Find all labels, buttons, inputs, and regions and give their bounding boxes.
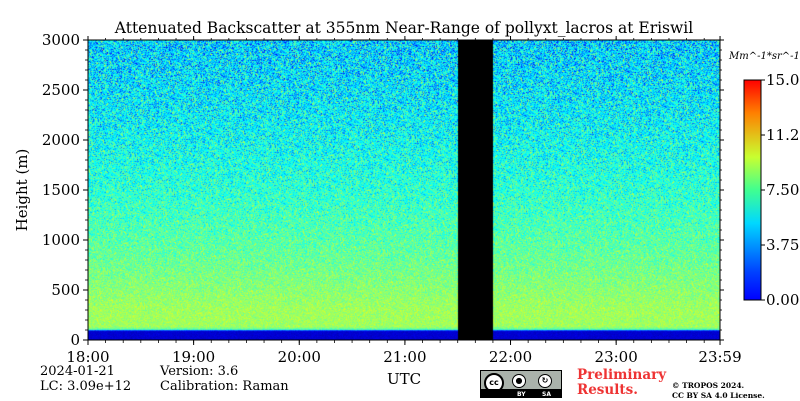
cc-badge-strip [481, 389, 561, 397]
lc-text: LC: 3.09e+12 [40, 379, 132, 394]
x-tick-label: 23:00 [595, 348, 638, 366]
y-tick-label: 0 [70, 331, 80, 349]
preliminary-note: Preliminary Results. [577, 368, 666, 398]
colorbar-unit-label: Mm^-1*sr^-1 [728, 51, 800, 62]
x-tick-label: 22:00 [489, 348, 532, 366]
colorbar-tick-label: 15.00 [766, 71, 800, 89]
results-text: Results. [577, 382, 638, 398]
x-axis-label: UTC [387, 370, 421, 388]
date-text: 2024-01-21 [40, 364, 115, 379]
colorbar-ticks: 0.00 3.75 7.50 11.25 15.00 [761, 71, 800, 309]
y-tick-label: 2000 [42, 131, 80, 149]
x-tick-label: 20:00 [278, 348, 321, 366]
y-tick-label: 3000 [42, 31, 80, 49]
colorbar-tick-label: 3.75 [766, 236, 799, 254]
by-icon: ● [512, 374, 526, 388]
y-tick-label: 1500 [42, 181, 80, 199]
cc-sa-label: SA [542, 391, 551, 398]
copyright-text: © TROPOS 2024. [672, 381, 745, 390]
license-text: CC BY SA 4.0 License. [672, 391, 765, 400]
version-text: Version: 3.6 [160, 364, 239, 379]
chart-title: Attenuated Backscatter at 355nm Near-Ran… [114, 19, 693, 37]
x-tick-label: 21:00 [383, 348, 426, 366]
y-axis-label: Height (m) [13, 149, 31, 232]
y-tick-label: 2500 [42, 81, 80, 99]
cc-icon: cc [484, 373, 504, 393]
y-tick-label: 500 [51, 281, 80, 299]
heatmap-canvas [88, 40, 720, 340]
x-tick-label: 19:00 [172, 348, 215, 366]
calibration-text: Calibration: Raman [160, 379, 289, 394]
x-tick-label: 23:59 [698, 348, 741, 366]
preliminary-text: Preliminary [577, 367, 667, 383]
x-tick-label: 18:00 [66, 348, 109, 366]
colorbar [743, 79, 762, 301]
cc-license-badge: cc ● ↻ BY SA [480, 370, 562, 398]
x-axis: 18:00 19:00 20:00 21:00 22:00 23:00 23:59 [66, 36, 742, 366]
y-tick-label: 1000 [42, 231, 80, 249]
colorbar-tick-label: 0.00 [766, 291, 799, 309]
cc-by-label: BY [517, 391, 526, 398]
colorbar-tick-label: 7.50 [766, 181, 799, 199]
sa-icon: ↻ [538, 374, 552, 388]
colorbar-tick-label: 11.25 [766, 126, 800, 144]
copyright-note: © TROPOS 2024. CC BY SA 4.0 License. [672, 381, 765, 401]
y-axis: 0 500 1000 1500 2000 2500 3000 [42, 31, 724, 349]
